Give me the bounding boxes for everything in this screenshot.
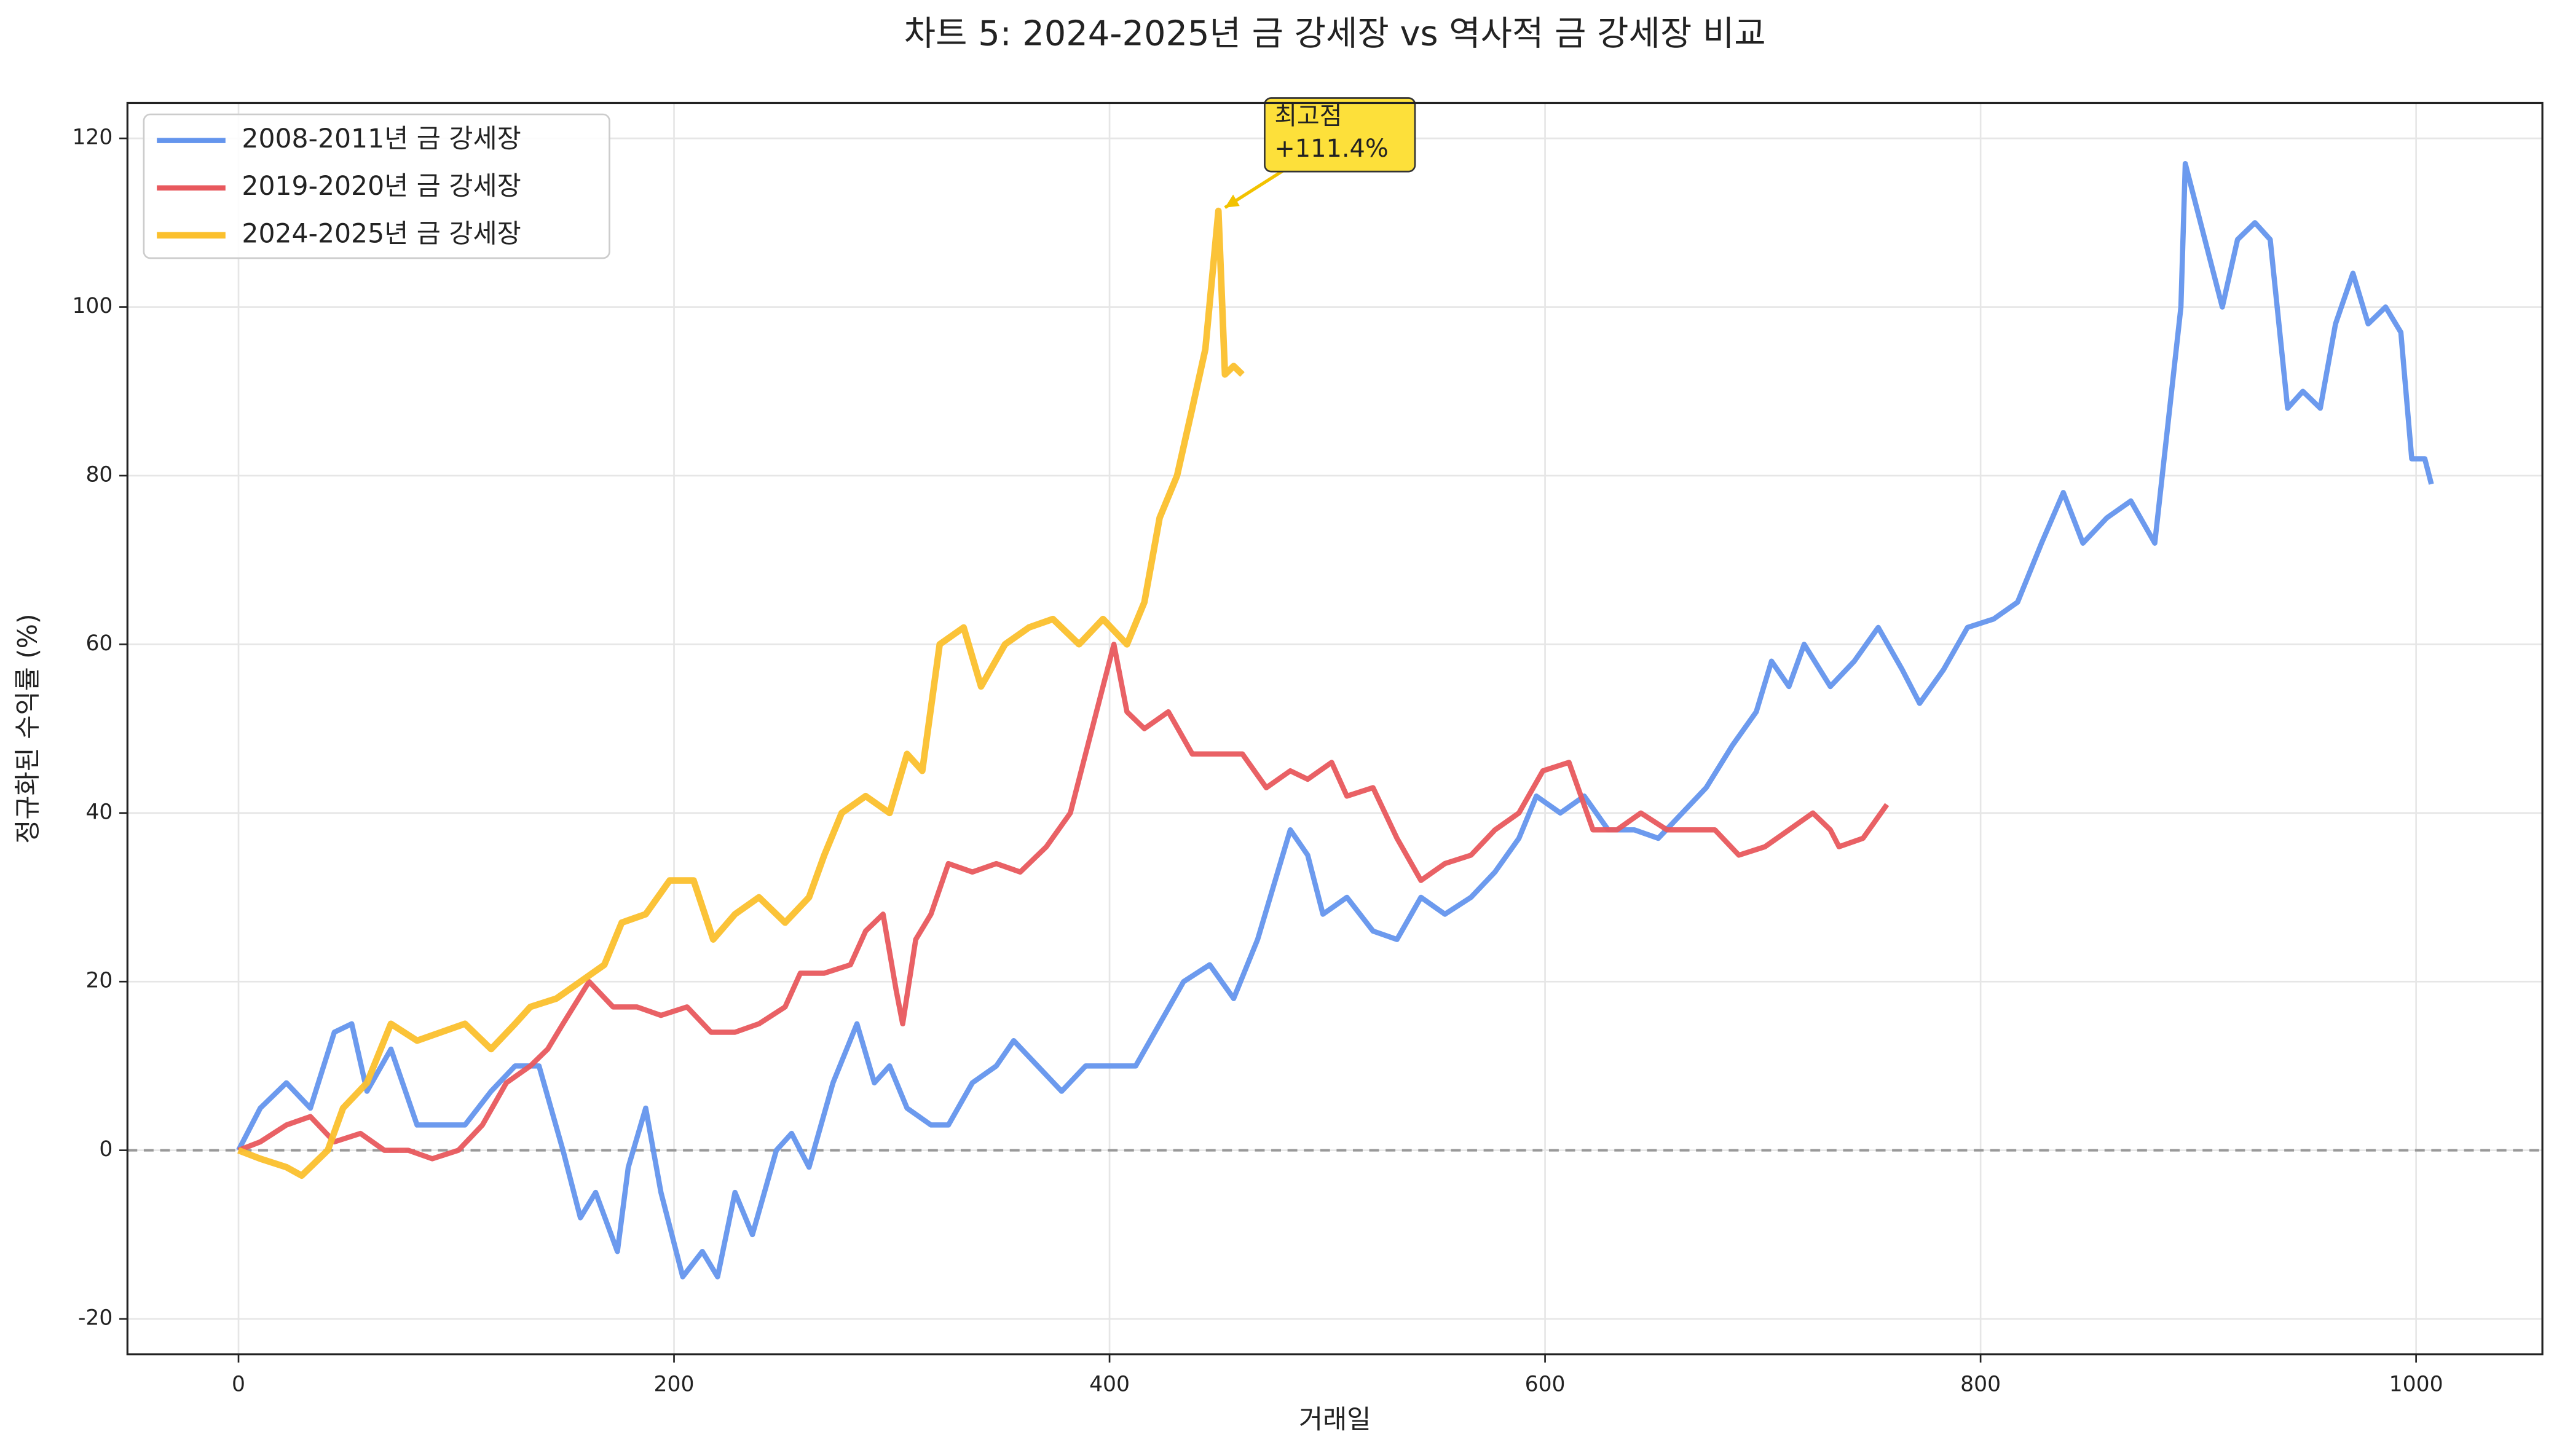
- series-line: [237, 642, 1890, 1162]
- y-tick-label: 40: [85, 800, 112, 824]
- x-axis-label: 거래일: [1299, 1405, 1371, 1435]
- annotation-box: [1264, 97, 1416, 173]
- y-tick-label: 120: [72, 125, 112, 150]
- x-tick-label: 800: [1960, 1372, 2001, 1397]
- series-line: [237, 207, 1245, 1179]
- plot-frame: [126, 101, 2544, 1356]
- y-tick-label: 100: [72, 294, 112, 318]
- series-line: [236, 161, 2434, 1280]
- y-tick-label: 60: [85, 631, 112, 656]
- legend-label: 2024-2025년 금 강세장: [242, 219, 521, 249]
- legend-box: [143, 113, 610, 259]
- x-tick-label: 1000: [2389, 1372, 2443, 1397]
- x-tick-label: 200: [654, 1372, 695, 1397]
- x-tick-label: 600: [1525, 1372, 1566, 1397]
- legend-label: 2008-2011년 금 강세장: [242, 124, 521, 154]
- annotation-text: 최고점: [1274, 102, 1342, 130]
- y-tick-label: -20: [78, 1306, 112, 1331]
- y-tick-label: 20: [85, 969, 112, 993]
- annotation-arrowhead: [1224, 194, 1240, 208]
- y-axis-label: 정규화된 수익률 (%): [13, 613, 43, 843]
- annotation-text: +111.4%: [1274, 135, 1388, 163]
- chart-title: 차트 5: 2024-2025년 금 강세장 vs 역사적 금 강세장 비교: [904, 14, 1766, 54]
- legend-label: 2019-2020년 금 강세장: [242, 171, 521, 202]
- y-tick-label: 0: [99, 1137, 112, 1162]
- x-tick-label: 400: [1089, 1372, 1130, 1397]
- y-tick-label: 80: [85, 462, 112, 487]
- x-tick-label: 0: [232, 1372, 245, 1397]
